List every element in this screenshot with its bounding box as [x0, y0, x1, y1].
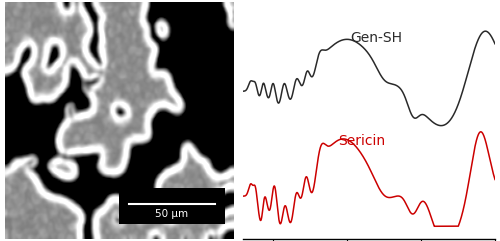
- Text: Sericin: Sericin: [338, 134, 386, 148]
- Text: 50 μm: 50 μm: [156, 209, 188, 219]
- Text: Gen-SH: Gen-SH: [350, 31, 403, 45]
- Bar: [120, 188, 224, 224]
